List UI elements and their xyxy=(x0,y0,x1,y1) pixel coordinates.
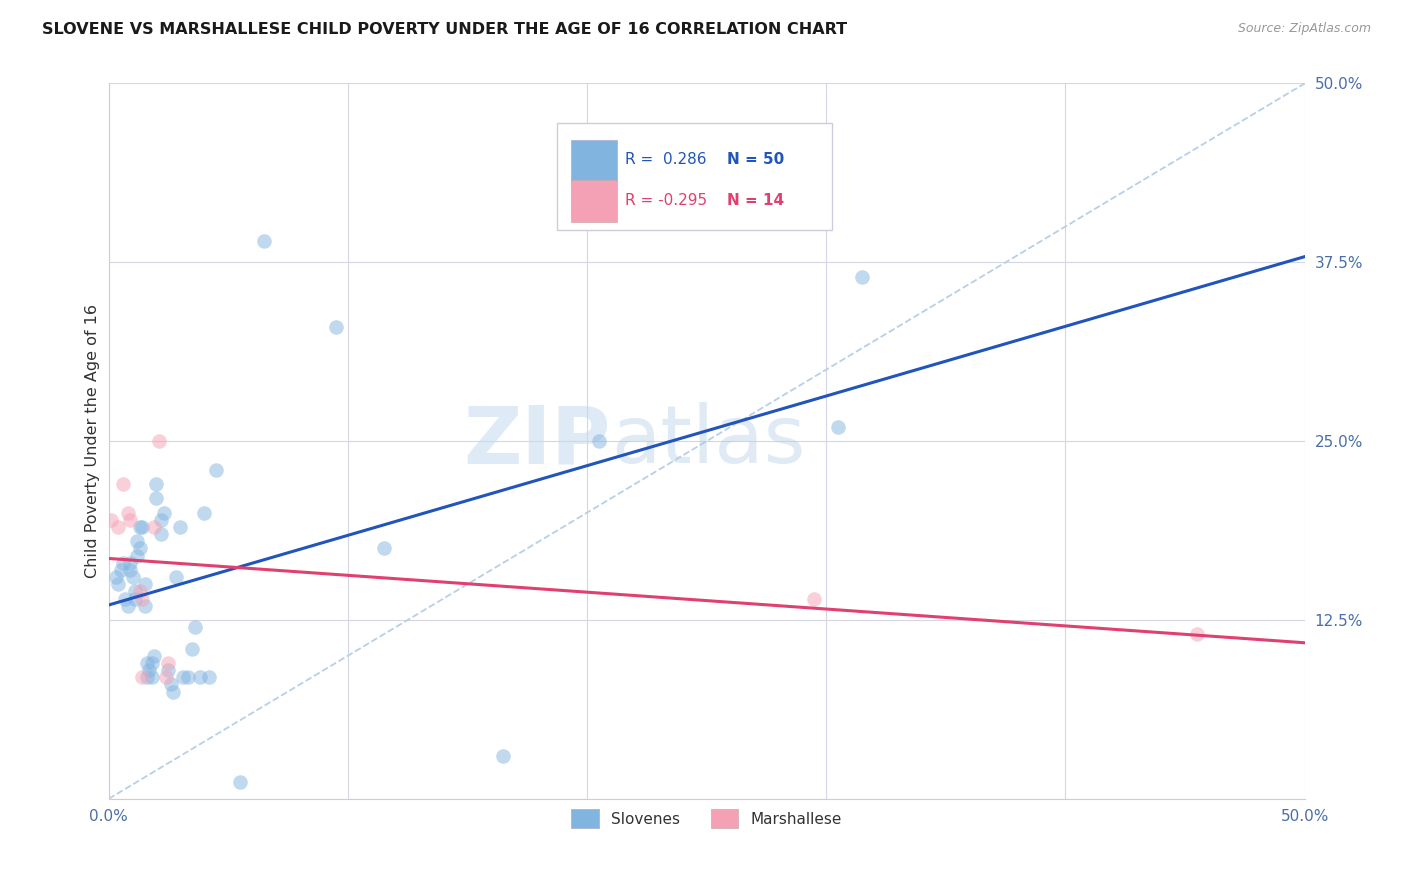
Point xyxy=(851,269,873,284)
Point xyxy=(104,570,127,584)
FancyBboxPatch shape xyxy=(571,140,617,181)
Point xyxy=(107,520,129,534)
Point xyxy=(128,584,150,599)
Point xyxy=(127,549,149,563)
Point xyxy=(157,663,180,677)
Point xyxy=(134,577,156,591)
Point xyxy=(114,591,136,606)
Text: Source: ZipAtlas.com: Source: ZipAtlas.com xyxy=(1237,22,1371,36)
Point xyxy=(1185,627,1208,641)
Point xyxy=(152,506,174,520)
Point xyxy=(111,556,134,570)
Point xyxy=(141,656,163,670)
Point xyxy=(176,670,198,684)
Point xyxy=(117,506,139,520)
Point xyxy=(131,591,153,606)
Point xyxy=(148,434,170,449)
Text: ZIP: ZIP xyxy=(464,402,612,480)
Point xyxy=(373,541,395,556)
Point xyxy=(184,620,207,634)
Point xyxy=(155,670,177,684)
FancyBboxPatch shape xyxy=(571,180,617,221)
Legend: Slovenes, Marshallese: Slovenes, Marshallese xyxy=(565,804,848,834)
Point xyxy=(120,556,142,570)
Point xyxy=(110,563,132,577)
Point xyxy=(128,541,150,556)
Point xyxy=(253,234,276,248)
Y-axis label: Child Poverty Under the Age of 16: Child Poverty Under the Age of 16 xyxy=(86,304,100,578)
Point xyxy=(492,748,515,763)
Point xyxy=(150,527,173,541)
Point xyxy=(120,513,142,527)
Point xyxy=(121,570,143,584)
Point xyxy=(165,570,187,584)
Text: atlas: atlas xyxy=(612,402,806,480)
Point xyxy=(588,434,610,449)
Point xyxy=(803,591,825,606)
Point xyxy=(135,656,157,670)
Point xyxy=(145,477,167,491)
Text: R = -0.295: R = -0.295 xyxy=(626,194,707,208)
Text: SLOVENE VS MARSHALLESE CHILD POVERTY UNDER THE AGE OF 16 CORRELATION CHART: SLOVENE VS MARSHALLESE CHILD POVERTY UND… xyxy=(42,22,848,37)
Point xyxy=(124,584,146,599)
Point xyxy=(188,670,211,684)
Point xyxy=(143,648,166,663)
Point xyxy=(198,670,221,684)
Point xyxy=(124,591,146,606)
Point xyxy=(134,599,156,613)
Point xyxy=(169,520,191,534)
Point xyxy=(229,774,252,789)
Point xyxy=(162,684,184,698)
Text: R =  0.286: R = 0.286 xyxy=(626,153,707,168)
Point xyxy=(159,677,181,691)
Point xyxy=(117,599,139,613)
Point xyxy=(131,670,153,684)
Point xyxy=(150,513,173,527)
Point xyxy=(100,513,122,527)
Point xyxy=(325,319,347,334)
Point xyxy=(172,670,194,684)
FancyBboxPatch shape xyxy=(557,123,832,230)
Point xyxy=(205,463,228,477)
Point xyxy=(827,420,849,434)
Point xyxy=(181,641,204,656)
Point xyxy=(128,520,150,534)
Point xyxy=(131,520,153,534)
Text: N = 50: N = 50 xyxy=(727,153,785,168)
Text: N = 14: N = 14 xyxy=(727,194,785,208)
Point xyxy=(145,491,167,506)
Point xyxy=(143,520,166,534)
Point xyxy=(127,534,149,549)
Point xyxy=(120,563,142,577)
Point xyxy=(107,577,129,591)
Point xyxy=(193,506,215,520)
Point xyxy=(135,670,157,684)
Point xyxy=(141,670,163,684)
Point xyxy=(111,477,134,491)
Point xyxy=(138,663,160,677)
Point xyxy=(157,656,180,670)
